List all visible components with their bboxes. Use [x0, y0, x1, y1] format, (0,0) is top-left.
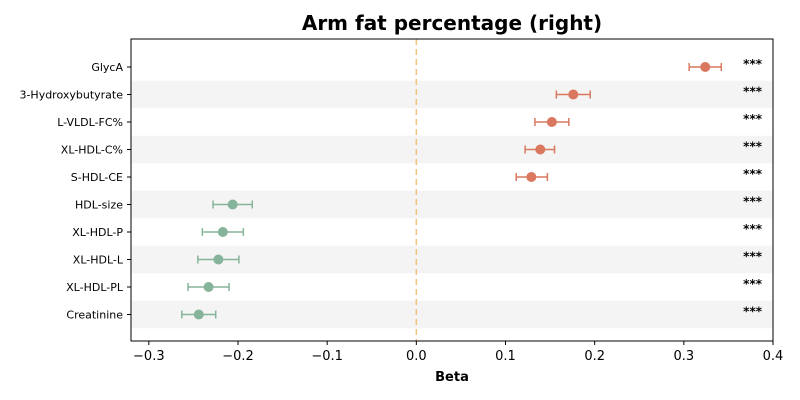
significance-label: ***: [743, 222, 763, 236]
point: [526, 172, 537, 182]
row-band: [131, 135, 773, 164]
point: [227, 199, 238, 210]
y-tick-label: S-HDL-CE: [71, 171, 123, 184]
axes: GlycA 3-Hydroxybutyrate L-VLDL-FC% XL-HDL-C…: [19, 38, 784, 364]
data-row: ***: [688, 57, 763, 72]
data-row: ***: [524, 140, 763, 155]
x-tick-label: −0.2: [222, 349, 254, 364]
x-tick-label: 0.0: [406, 349, 427, 364]
significance-label: ***: [743, 250, 763, 264]
row-band: [131, 80, 773, 109]
y-tick-label: XL-HDL-L: [73, 254, 124, 267]
significance-label: ***: [743, 167, 763, 181]
data-row: ***: [201, 222, 763, 237]
y-tick-label: L-VLDL-FC%: [57, 116, 123, 129]
significance-label: ***: [743, 277, 763, 291]
significance-label: ***: [743, 57, 763, 71]
x-tick-label: 0.4: [763, 349, 784, 364]
data-row: ***: [212, 195, 763, 210]
x-tick-label: 0.2: [584, 349, 605, 364]
y-tick-label: Creatinine: [66, 309, 123, 322]
point: [213, 254, 224, 265]
row-band: [131, 300, 773, 329]
significance-label: ***: [743, 195, 763, 209]
significance-label: ***: [743, 140, 763, 154]
data-row: ***: [197, 250, 763, 265]
x-tick-label: 0.3: [673, 349, 694, 364]
point: [217, 227, 228, 237]
point: [546, 117, 557, 127]
point: [535, 144, 546, 155]
data-row: ***: [515, 167, 763, 182]
x-tick-label: −0.1: [311, 349, 343, 364]
y-tick-label: GlycA: [91, 61, 123, 74]
point: [568, 89, 579, 100]
x-tick-label: 0.1: [495, 349, 516, 364]
y-tick-label: XL-HDL-P: [72, 226, 123, 239]
plot-frame: [130, 38, 774, 342]
x-axis-label: Beta: [435, 370, 469, 385]
data-row: ***: [181, 305, 763, 320]
data-row: ***: [555, 85, 763, 100]
point: [700, 62, 711, 72]
y-tick-label: HDL-size: [75, 199, 123, 212]
significance-label: ***: [743, 112, 763, 126]
point: [193, 309, 204, 320]
y-tick-label: XL-HDL-PL: [66, 281, 124, 294]
significance-label: ***: [743, 305, 763, 319]
data-marks: *** *** *** *** *** *** *** *** *** ***: [181, 57, 763, 320]
chart-title: Arm fat percentage (right): [302, 11, 602, 35]
data-row: ***: [187, 277, 763, 292]
x-tick-label: −0.3: [133, 349, 165, 364]
row-bands: [131, 80, 773, 329]
point: [203, 282, 214, 292]
data-row: ***: [534, 112, 763, 127]
y-tick-label: 3-Hydroxybutyrate: [19, 89, 123, 102]
y-tick-label: XL-HDL-C%: [61, 144, 123, 157]
significance-label: ***: [743, 85, 763, 99]
